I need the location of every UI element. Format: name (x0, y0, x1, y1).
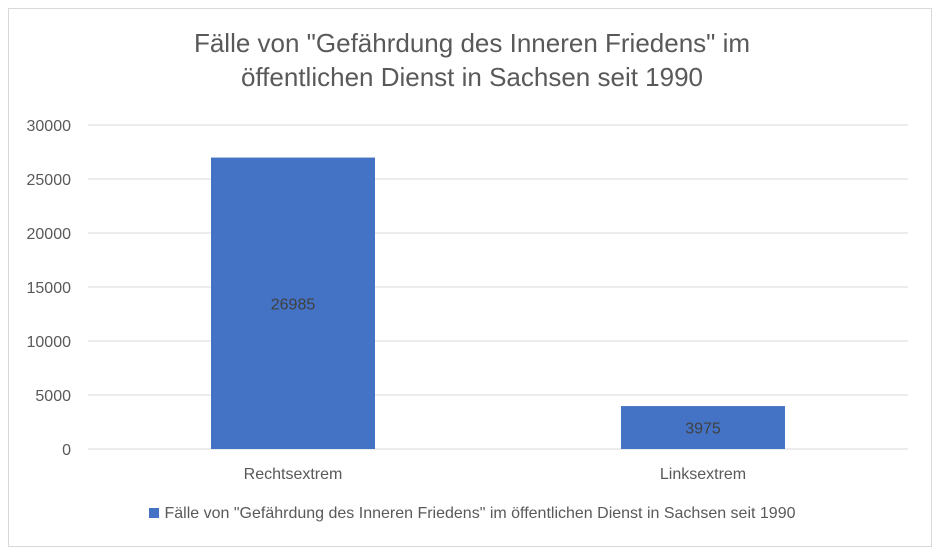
bar-rechtsextrem[interactable] (211, 157, 375, 449)
legend[interactable]: Fälle von "Gefährdung des Inneren Friede… (0, 505, 944, 523)
bars: 26985 3975 (211, 157, 785, 449)
chart-title: Fälle von "Gefährdung des Inneren Friede… (0, 26, 944, 94)
chart-title-line-2: öffentlichen Dienst in Sachsen seit 1990 (240, 62, 704, 92)
x-axis-ticks: Rechtsextrem Linksextrem (244, 466, 746, 483)
y-axis-ticks: 0 5000 10000 15000 20000 25000 30000 (27, 118, 72, 459)
legend-swatch (148, 508, 159, 518)
data-label-rechtsextrem: 26985 (271, 296, 316, 313)
legend-label: Fälle von "Gefährdung des Inneren Friede… (164, 505, 796, 522)
y-tick-label: 25000 (27, 172, 72, 189)
y-tick-label: 15000 (27, 280, 72, 297)
chart-title-line-1: Fälle von "Gefährdung des Inneren Friede… (193, 28, 751, 58)
y-tick-label: 5000 (35, 388, 71, 405)
y-tick-label: 0 (62, 442, 71, 459)
chart-frame (8, 8, 932, 547)
data-label-linksextrem: 3975 (685, 421, 721, 438)
x-tick-label: Linksextrem (660, 466, 746, 483)
y-tick-label: 30000 (27, 118, 72, 135)
y-tick-label: 10000 (27, 334, 72, 351)
y-tick-label: 20000 (27, 226, 72, 243)
bar-linksextrem[interactable] (621, 406, 785, 449)
x-tick-label: Rechtsextrem (244, 466, 343, 483)
